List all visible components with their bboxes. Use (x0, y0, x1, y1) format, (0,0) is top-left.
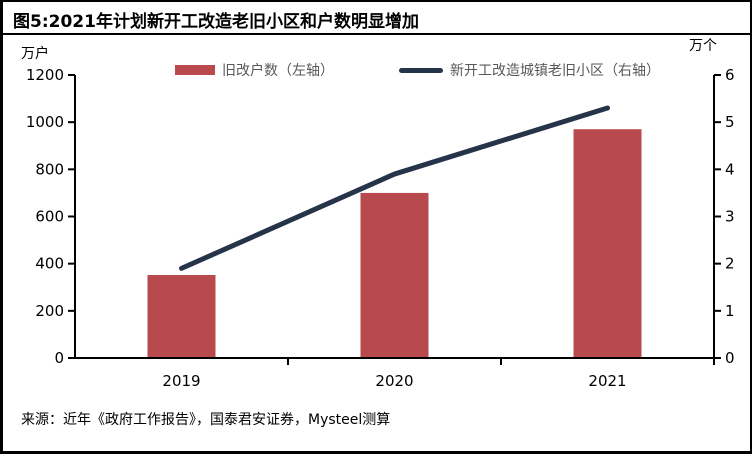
legend-line-swatch-icon (399, 67, 443, 73)
left-axis-tick-label: 600 (35, 208, 64, 226)
left-axis-tick-label: 400 (35, 255, 64, 273)
x-axis-category-label: 2021 (588, 372, 626, 390)
line-series-communities (179, 105, 610, 271)
right-axis-tick-label: 1 (725, 302, 735, 320)
right-axis-tick-label: 0 (725, 349, 735, 367)
left-axis-tick-label: 0 (54, 349, 64, 367)
right-axis-tick-label: 5 (725, 113, 735, 131)
left-axis-unit-label: 万户 (21, 46, 49, 62)
chart-title: 图5:2021年计划新开工改造老旧小区和户数明显增加 (13, 12, 419, 32)
legend-item-communities: 新开工改造城镇老旧小区（右轴） (399, 61, 660, 79)
title-underline (3, 33, 750, 35)
right-axis-tick-label: 2 (725, 255, 735, 273)
left-axis-tick-label: 200 (35, 302, 64, 320)
right-axis-tick-label: 6 (725, 66, 735, 84)
left-axis-tick-label: 1200 (26, 66, 64, 84)
x-axis-category-label: 2019 (162, 372, 200, 390)
legend-line-label: 新开工改造城镇老旧小区（右轴） (450, 63, 660, 79)
dual-axis-chart: 0 200 400 600 800 1000 1200 0 1 2 3 4 5 6 2019 2020 2021 (26, 66, 735, 390)
left-axis-tick-label: 1000 (26, 113, 64, 131)
bar-2020 (360, 192, 429, 358)
bar-2021 (573, 129, 642, 358)
legend-bar-label: 旧改户数（左轴） (222, 63, 334, 79)
right-axis-tick-label: 4 (725, 160, 735, 178)
source-note: 来源：近年《政府工作报告》，国泰君安证券，Mysteel测算 (21, 412, 391, 428)
x-axis-category-label: 2020 (375, 372, 413, 390)
right-axis-unit-label: 万个 (689, 38, 717, 54)
legend-item-households: 旧改户数（左轴） (175, 61, 334, 79)
left-axis-tick-label: 800 (35, 160, 64, 178)
legend-bar-swatch-icon (175, 65, 215, 75)
bar-2019 (147, 274, 216, 358)
right-axis-tick-label: 3 (725, 208, 735, 226)
